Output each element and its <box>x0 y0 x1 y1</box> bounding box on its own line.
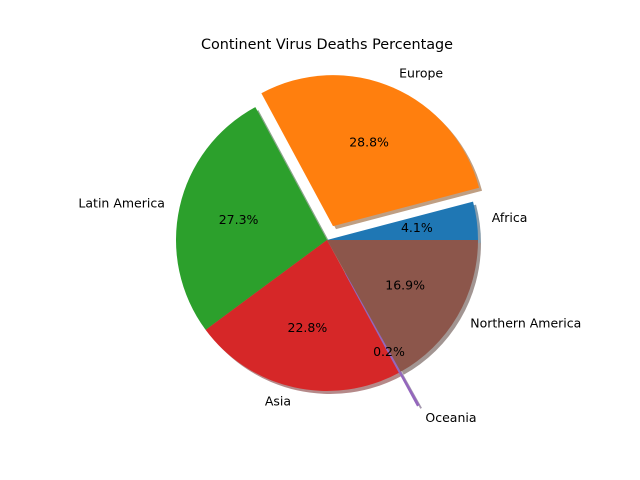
slice-label-northern-america: Northern America <box>470 316 581 331</box>
slice-oceania <box>344 272 420 407</box>
slice-percent-latin-america: 27.3% <box>219 212 259 227</box>
slice-percent-europe: 28.8% <box>349 135 389 150</box>
slice-label-latin-america: Latin America <box>78 195 164 210</box>
slice-percent-oceania: 0.2% <box>373 344 405 359</box>
slice-label-africa: Africa <box>492 210 528 225</box>
slice-africa <box>327 201 478 240</box>
chart-title: Continent Virus Deaths Percentage <box>201 37 453 53</box>
slice-percent-northern-america: 16.9% <box>385 277 425 292</box>
slice-europe <box>261 75 480 227</box>
slice-percent-asia: 22.8% <box>288 320 328 335</box>
slice-latin-america <box>176 107 327 330</box>
slice-northern-america <box>327 240 478 372</box>
slice-label-europe: Europe <box>399 65 443 80</box>
slice-label-asia: Asia <box>265 394 291 409</box>
slice-label-oceania: Oceania <box>425 410 476 425</box>
slice-percent-africa: 4.1% <box>401 220 433 235</box>
slice-labels: Africa 4.1% Europe 28.8% Latin America 27.3% A… <box>78 65 581 425</box>
pie-slices <box>176 75 480 407</box>
slice-asia <box>205 240 400 391</box>
